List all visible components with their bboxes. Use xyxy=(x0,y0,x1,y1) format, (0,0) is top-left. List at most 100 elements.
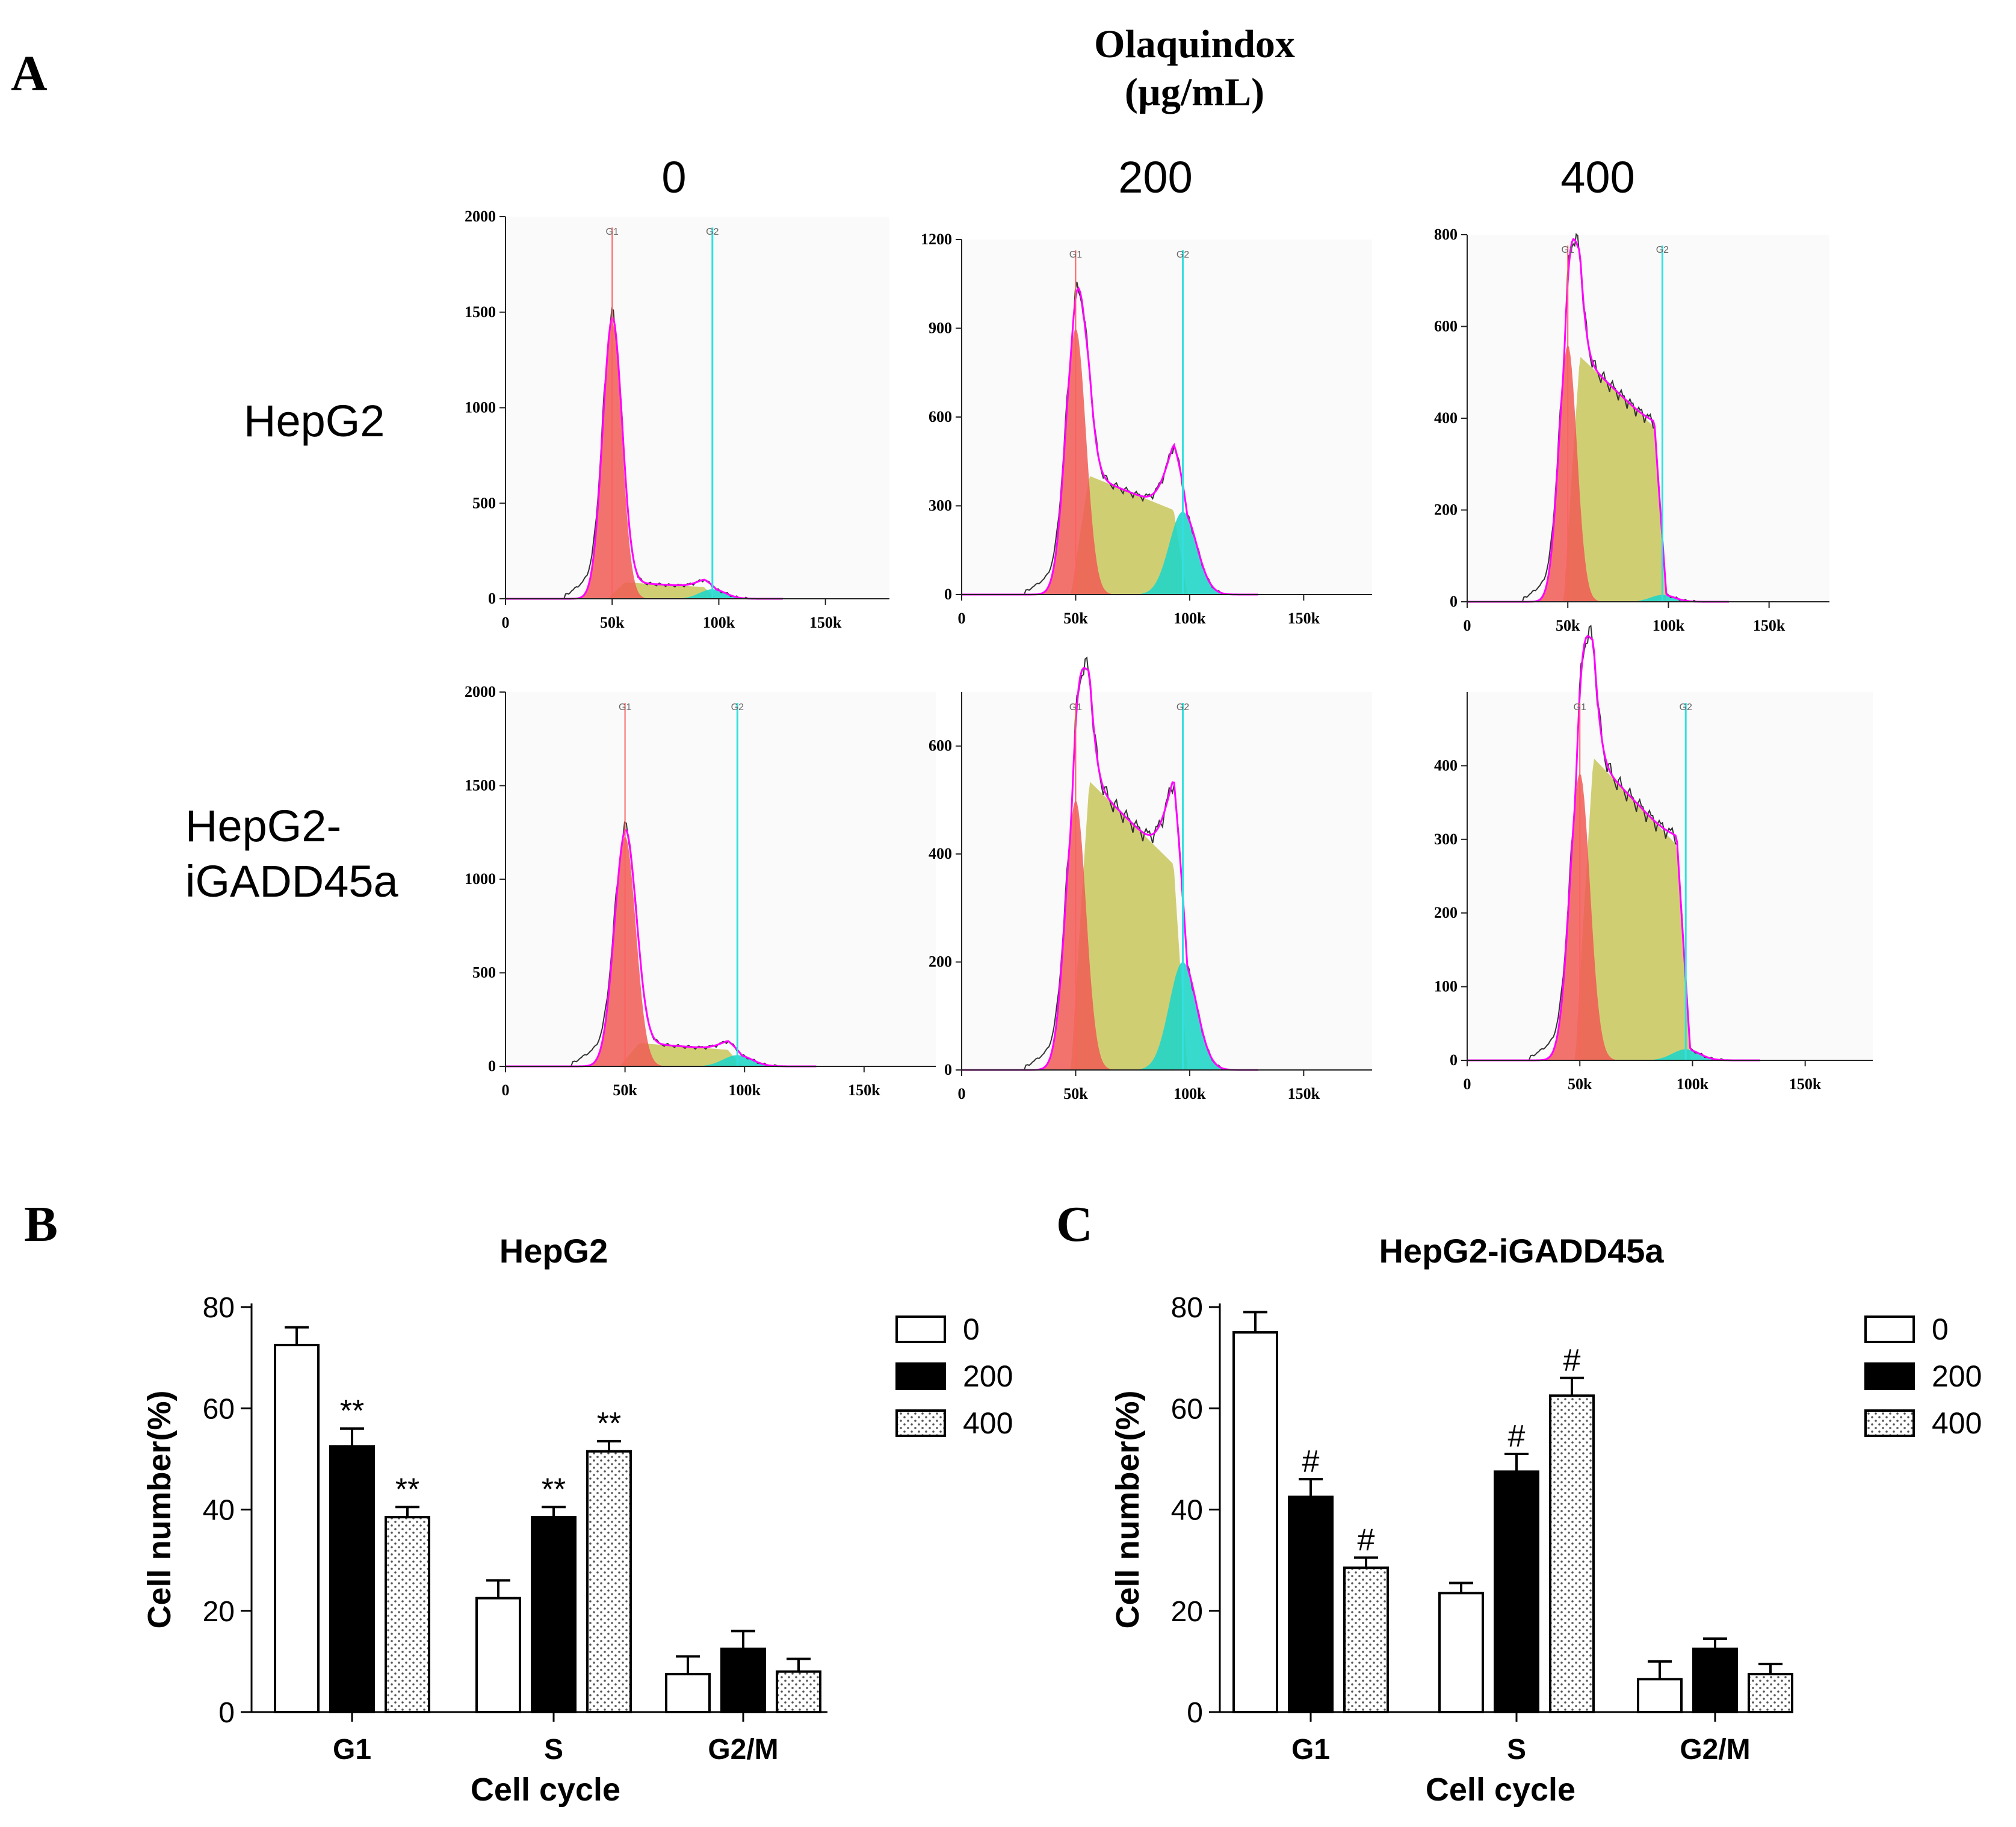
legend-label-400: 400 xyxy=(963,1406,1013,1440)
histogram-y-tick-label: 0 xyxy=(944,1061,952,1078)
histogram-y-tick-label: 300 xyxy=(1434,830,1458,848)
histogram-plot-area xyxy=(506,692,936,1066)
histogram-x-tick-label: 150k xyxy=(1288,1085,1320,1102)
y-tick-label: 0 xyxy=(1187,1697,1203,1729)
histogram-y-tick-label: 200 xyxy=(1434,904,1458,921)
histogram-y-tick-label: 1500 xyxy=(465,777,496,794)
histogram-row0-dose-200: G1 G2 0 300 600 900 1200 0 50k 100k 150k xyxy=(921,230,1372,627)
bar-0-G1 xyxy=(274,1344,320,1713)
histogram-g2-peak xyxy=(962,962,1258,1070)
histogram-g2-peak xyxy=(1467,595,1729,602)
legend-label-0: 0 xyxy=(1932,1312,1949,1346)
histogram-s-phase xyxy=(506,1043,817,1066)
legend-label-0: 0 xyxy=(963,1312,980,1346)
y-tick-label: 80 xyxy=(1171,1292,1203,1324)
histogram-y-tick-label: 0 xyxy=(488,590,496,607)
bar-charts: HepG2 0 20 40 60 80 Cell number(%) G1 S G2/M Cell … xyxy=(141,1232,1982,1808)
legend-swatch-400 xyxy=(1864,1409,1915,1437)
x-axis-label: Cell cycle xyxy=(1426,1772,1575,1808)
bar-400-G2/M xyxy=(776,1670,821,1713)
histogram-plot-area xyxy=(506,217,889,599)
bar-200-G1 xyxy=(1288,1495,1334,1713)
legend-swatch-400 xyxy=(895,1409,946,1437)
histogram-row1-dose-400: G1 G2 0 100 200 300 400 0 50k 100k 150k xyxy=(1434,625,1873,1093)
histogram-g2-peak xyxy=(1467,1049,1760,1060)
histogram-y-tick-label: 600 xyxy=(929,408,952,425)
bar-chart-hepg2-igadd45a: HepG2-iGADD45a 0 20 40 60 80 Cell number(%) G1 S… xyxy=(1110,1232,1982,1808)
legend-swatch-200 xyxy=(1864,1362,1915,1390)
histogram-y-tick-label: 2000 xyxy=(465,208,496,225)
histogram-y-tick-label: 200 xyxy=(1434,501,1458,519)
dose-header-0: 0 xyxy=(661,152,686,202)
bar-0-G2/M xyxy=(665,1672,711,1713)
histogram-y-tick-label: 1000 xyxy=(465,870,496,888)
histogram-g1-gate-label: G1 xyxy=(1069,250,1082,260)
legend-label-200: 200 xyxy=(1932,1359,1982,1393)
x-tick-label: S xyxy=(544,1734,563,1766)
x-tick-label: G1 xyxy=(1291,1734,1330,1766)
histogram-x-tick-label: 0 xyxy=(1464,1075,1471,1093)
histogram-x-tick-label: 50k xyxy=(1063,1085,1088,1102)
histogram-y-tick-label: 100 xyxy=(1434,978,1458,995)
bar-200-S xyxy=(531,1516,577,1713)
histogram-x-tick-label: 50k xyxy=(1556,617,1580,634)
chart-title: HepG2 xyxy=(499,1232,608,1270)
significance-marker: # xyxy=(1563,1343,1581,1378)
significance-marker: ** xyxy=(340,1394,364,1429)
histogram-x-tick-label: 0 xyxy=(1464,617,1471,634)
histogram-row0-dose-0: G1 G2 0 500 1000 1500 2000 0 50k 100k 150k xyxy=(465,208,889,631)
histogram-y-tick-label: 0 xyxy=(1450,1051,1458,1069)
y-tick-label: 40 xyxy=(1171,1495,1203,1527)
histogram-s-phase xyxy=(962,476,1258,595)
histogram-x-tick-label: 100k xyxy=(1653,617,1685,634)
histogram-y-tick-label: 1500 xyxy=(465,303,496,321)
significance-marker: # xyxy=(1302,1444,1320,1479)
histogram-x-tick-label: 50k xyxy=(1063,610,1088,627)
y-axis-label: Cell number(%) xyxy=(141,1390,178,1628)
y-tick-label: 40 xyxy=(203,1495,235,1527)
significance-marker: ** xyxy=(395,1472,419,1507)
dose-header-400: 400 xyxy=(1560,152,1634,202)
histogram-x-tick-label: 150k xyxy=(1789,1075,1822,1093)
significance-marker: # xyxy=(1358,1522,1375,1557)
histogram-row0-dose-400: G1 G2 0 200 400 600 800 0 50k 100k 150k xyxy=(1434,226,1829,634)
y-tick-label: 20 xyxy=(203,1596,235,1628)
x-tick-label: G2/M xyxy=(708,1734,778,1766)
histogram-x-tick-label: 150k xyxy=(809,614,842,631)
y-tick-label: 0 xyxy=(218,1697,235,1729)
histogram-row1-dose-0: G1 G2 0 500 1000 1500 2000 0 50k 100k 150k xyxy=(465,683,936,1099)
histogram-y-tick-label: 200 xyxy=(929,953,952,971)
histogram-x-tick-label: 150k xyxy=(1288,610,1320,627)
histogram-x-tick-label: 50k xyxy=(613,1081,637,1099)
bar-0-G1 xyxy=(1232,1331,1278,1713)
histogram-x-tick-label: 100k xyxy=(728,1081,761,1099)
x-tick-label: G2/M xyxy=(1680,1734,1750,1766)
histogram-x-tick-label: 100k xyxy=(1173,1085,1206,1102)
bar-200-G2/M xyxy=(720,1647,766,1713)
bar-400-G1 xyxy=(1343,1566,1389,1713)
histogram-g2-gate-label: G2 xyxy=(1656,245,1669,255)
histogram-s-phase xyxy=(1467,357,1729,602)
y-tick-label: 80 xyxy=(203,1292,235,1324)
x-tick-label: G1 xyxy=(333,1734,371,1766)
histogram-y-tick-label: 1000 xyxy=(465,399,496,416)
legend-label-200: 200 xyxy=(963,1359,1013,1393)
row-label-hepg2-igadd45a-line1: HepG2- xyxy=(185,801,341,851)
histogram-x-tick-label: 150k xyxy=(848,1081,880,1099)
histogram-x-tick-label: 150k xyxy=(1753,617,1786,634)
histogram-g1-gate-label: G1 xyxy=(606,227,619,237)
histogram-y-tick-label: 0 xyxy=(1450,593,1458,610)
histogram-g2-gate-label: G2 xyxy=(1177,702,1189,713)
histogram-x-tick-label: 0 xyxy=(958,1085,966,1102)
legend-swatch-0 xyxy=(895,1315,946,1343)
bar-400-S xyxy=(1549,1394,1595,1713)
histogram-g1-gate-label: G1 xyxy=(1574,702,1586,713)
histogram-g2-peak xyxy=(506,1055,817,1066)
treatment-title: Olaquindox xyxy=(1094,22,1295,66)
histogram-x-tick-label: 0 xyxy=(958,610,966,627)
row-label-hepg2: HepG2 xyxy=(244,396,385,446)
panel-label-a: A xyxy=(11,46,48,102)
chart-title: HepG2-iGADD45a xyxy=(1379,1232,1664,1270)
bar-200-G2/M xyxy=(1692,1647,1738,1713)
